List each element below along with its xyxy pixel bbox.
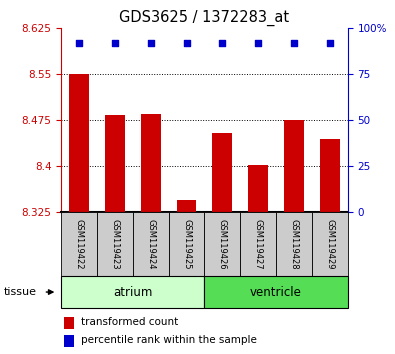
Point (76, 40, 82, 46)
Text: GSM119427: GSM119427 (254, 219, 263, 270)
Bar (61, 276, 205, 308)
Bar (97, 212, 133, 276)
Bar (248, 165, 268, 212)
Bar (284, 120, 304, 212)
Point (219, 40, 226, 46)
Bar (64, 335, 74, 347)
Bar (177, 200, 196, 212)
Point (112, 40, 118, 46)
Text: atrium: atrium (113, 286, 152, 298)
Text: GSM119424: GSM119424 (146, 219, 155, 269)
Text: GSM119423: GSM119423 (111, 219, 119, 270)
Text: GSM119425: GSM119425 (182, 219, 191, 269)
Text: ventricle: ventricle (250, 286, 302, 298)
Bar (240, 212, 276, 276)
Bar (105, 115, 125, 212)
Point (183, 40, 190, 46)
Text: GSM119422: GSM119422 (75, 219, 84, 269)
Bar (276, 212, 312, 276)
Bar (169, 212, 205, 276)
Bar (312, 212, 348, 276)
Point (327, 40, 333, 46)
Text: GSM119428: GSM119428 (290, 219, 298, 270)
Text: percentile rank within the sample: percentile rank within the sample (81, 335, 257, 345)
Point (255, 40, 261, 46)
Bar (213, 133, 232, 212)
Bar (205, 212, 240, 276)
Point (291, 40, 297, 46)
Point (148, 40, 154, 46)
Bar (205, 276, 348, 308)
Bar (64, 317, 74, 329)
Title: GDS3625 / 1372283_at: GDS3625 / 1372283_at (119, 9, 290, 25)
Text: GSM119429: GSM119429 (325, 219, 334, 269)
Text: transformed count: transformed count (81, 318, 179, 327)
Text: GSM119426: GSM119426 (218, 219, 227, 270)
Bar (61, 212, 97, 276)
Bar (320, 139, 340, 212)
Text: tissue: tissue (4, 287, 37, 297)
Bar (69, 74, 89, 212)
Bar (141, 114, 160, 212)
Bar (133, 212, 169, 276)
